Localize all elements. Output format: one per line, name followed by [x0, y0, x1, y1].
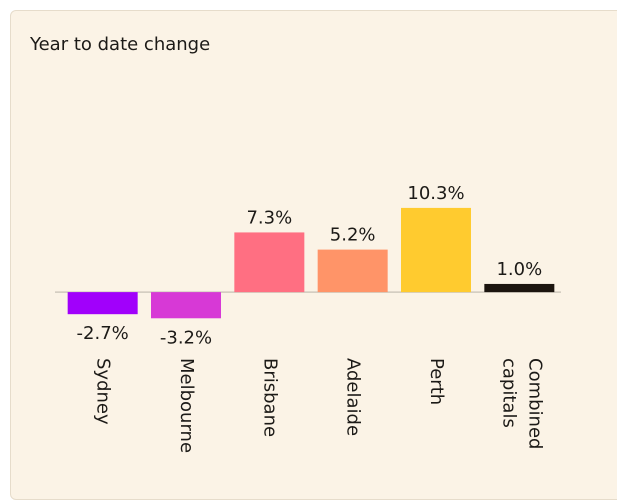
page: Year to date change -2.7% -3.2% 7.3% 5.2% 10… — [10, 10, 617, 500]
x-tick-label: Perth — [426, 358, 447, 406]
value-label: 1.0% — [496, 259, 542, 280]
chart-title: Year to date change — [29, 34, 210, 55]
chart-panel — [10, 10, 617, 500]
bar — [234, 232, 305, 293]
value-label: 7.3% — [246, 207, 292, 228]
bar — [317, 249, 388, 293]
value-label: -2.7% — [77, 323, 129, 344]
value-label: -3.2% — [160, 327, 212, 348]
bar — [401, 207, 471, 293]
bar — [67, 292, 138, 315]
x-tick-label: Brisbane — [259, 358, 281, 438]
x-tick-label: Combined capitals — [498, 358, 546, 450]
bar — [151, 292, 221, 319]
x-tick-label: Sydney — [92, 358, 114, 425]
value-label: 10.3% — [407, 183, 464, 204]
value-label: 5.2% — [330, 225, 376, 246]
chart: Year to date change -2.7% -3.2% 7.3% 5.2% 10… — [29, 34, 561, 348]
x-tick-label: Melbourne — [176, 358, 197, 454]
x-tick-label: Adelaide — [342, 358, 364, 437]
bar — [484, 283, 555, 293]
